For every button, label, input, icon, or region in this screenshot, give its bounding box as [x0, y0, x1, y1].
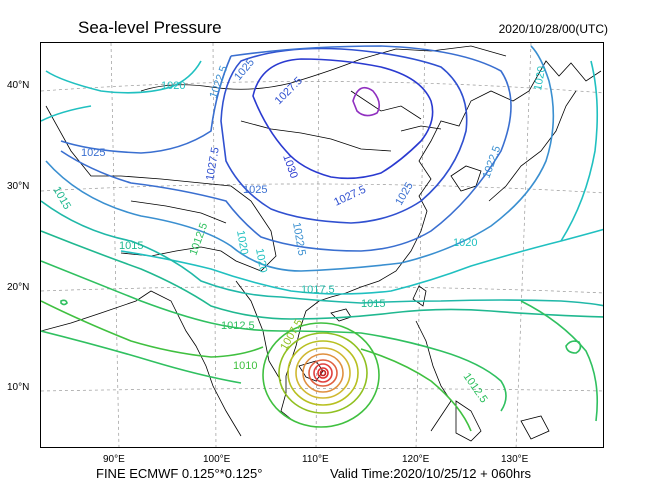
- lat-label-40: 40°N: [7, 80, 30, 91]
- contour-label: 1017.5: [301, 284, 335, 296]
- lat-label-20: 20°N: [7, 282, 30, 293]
- lon-label-120: 120°E: [402, 454, 430, 465]
- lon-label-130: 130°E: [501, 454, 529, 465]
- model-info: FINE ECMWF 0.125°*0.125°: [96, 466, 263, 481]
- contour-label: 1022.5: [290, 221, 308, 256]
- map-title: Sea-level Pressure: [78, 18, 222, 37]
- contour-label: 1025: [232, 56, 257, 82]
- lon-label-110: 110°E: [302, 454, 329, 465]
- contour-label: 1025: [243, 184, 267, 196]
- lat-label-30: 30°N: [7, 181, 30, 192]
- contour-label: 1025: [81, 147, 105, 159]
- map-frame: 1020 1022.5 1025 1027.5 1030 1025 1027.5…: [40, 42, 604, 448]
- contour-label: 1025: [393, 180, 416, 207]
- lon-label-90: 90°E: [103, 454, 125, 465]
- valid-time: Valid Time:2020/10/25/12 + 060hrs: [330, 466, 532, 481]
- contour-label: 1015: [119, 240, 143, 252]
- contour-label: 1015: [361, 298, 385, 310]
- contour-label: 1020: [161, 80, 185, 92]
- forecast-date: 2020/10/28/00(UTC): [498, 22, 608, 36]
- contour-label: 1012.5: [461, 371, 490, 405]
- contour-label: 1027.5: [273, 75, 305, 107]
- contour-label: 1015: [50, 185, 73, 212]
- contour-label: 1012.5: [188, 221, 211, 257]
- contour-label: 1022.5: [481, 144, 504, 180]
- contour-label: 1020: [532, 65, 548, 91]
- contour-label: 1020: [234, 229, 250, 255]
- lon-label-100: 100°E: [203, 454, 231, 465]
- contour-label: 1010: [233, 360, 257, 372]
- contour-label: 1027.5: [332, 184, 368, 209]
- lat-label-10: 10°N: [7, 382, 30, 393]
- pressure-map: 1020 1022.5 1025 1027.5 1030 1025 1027.5…: [41, 43, 603, 447]
- contour-label: 1027.5: [204, 146, 222, 181]
- contour-label: 1012.5: [221, 320, 255, 332]
- contour-label: 1020: [253, 247, 269, 273]
- isobars: [41, 45, 603, 432]
- contour-label: 1030: [280, 153, 300, 180]
- contour-label: 1020: [453, 237, 477, 249]
